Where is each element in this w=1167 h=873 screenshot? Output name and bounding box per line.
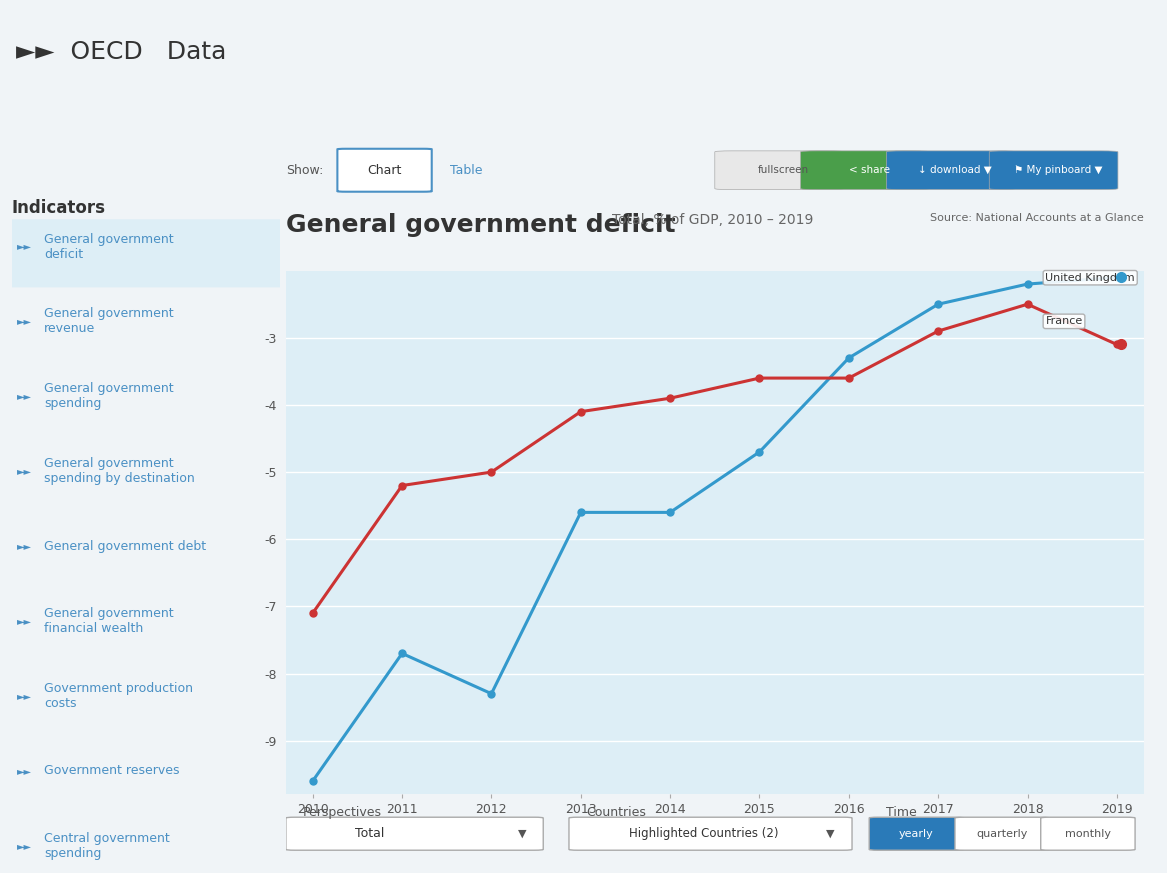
Text: ►►: ►►: [18, 841, 32, 851]
FancyBboxPatch shape: [715, 151, 844, 189]
Text: Highlighted Countries (2): Highlighted Countries (2): [629, 828, 778, 840]
FancyBboxPatch shape: [286, 817, 544, 850]
Text: General government
revenue: General government revenue: [44, 307, 174, 335]
Text: General government deficit: General government deficit: [286, 213, 676, 237]
FancyBboxPatch shape: [990, 151, 1118, 189]
Text: General government
deficit: General government deficit: [44, 232, 174, 260]
Text: Government reserves: Government reserves: [44, 765, 180, 777]
Text: Government production
costs: Government production costs: [44, 682, 193, 710]
Text: Total: Total: [355, 828, 384, 840]
Text: Total, % of GDP, 2010 – 2019: Total, % of GDP, 2010 – 2019: [612, 213, 813, 227]
Text: ►►: ►►: [18, 691, 32, 701]
Text: Chart: Chart: [368, 164, 401, 176]
Text: ►►  OECD   Data: ►► OECD Data: [0, 40, 226, 65]
FancyBboxPatch shape: [955, 817, 1049, 850]
Text: ►►: ►►: [18, 316, 32, 327]
Text: < share: < share: [848, 165, 889, 175]
Text: Source: National Accounts at a Glance: Source: National Accounts at a Glance: [930, 213, 1144, 223]
Text: France: France: [1046, 316, 1083, 327]
Text: ►►: ►►: [18, 541, 32, 551]
Text: ⚑ My pinboard ▼: ⚑ My pinboard ▼: [1014, 165, 1102, 175]
Text: ►►: ►►: [18, 616, 32, 626]
Text: General government
spending by destination: General government spending by destinati…: [44, 457, 195, 485]
FancyBboxPatch shape: [9, 219, 282, 287]
FancyBboxPatch shape: [869, 817, 964, 850]
Text: Show:: Show:: [286, 164, 323, 176]
Text: Indicators: Indicators: [12, 199, 106, 217]
Text: United Kingdom: United Kingdom: [1046, 272, 1135, 283]
Text: Table: Table: [449, 164, 482, 176]
Text: Central government
spending: Central government spending: [44, 832, 169, 860]
FancyBboxPatch shape: [1041, 817, 1135, 850]
Text: Time: Time: [887, 807, 917, 819]
Text: yearly: yearly: [899, 828, 934, 839]
Text: General government
financial wealth: General government financial wealth: [44, 607, 174, 635]
Text: General government debt: General government debt: [44, 540, 207, 553]
Text: ▼: ▼: [826, 828, 834, 839]
Text: Countries: Countries: [586, 807, 647, 819]
Text: ►►: ►►: [18, 766, 32, 776]
FancyBboxPatch shape: [887, 151, 1015, 189]
Text: ►►: ►►: [18, 391, 32, 402]
Text: General government
spending: General government spending: [44, 382, 174, 410]
Text: fullscreen: fullscreen: [757, 165, 809, 175]
Text: ►►: ►►: [18, 466, 32, 477]
Text: monthly: monthly: [1065, 828, 1111, 839]
Text: quarterly: quarterly: [977, 828, 1028, 839]
FancyBboxPatch shape: [801, 151, 929, 189]
Text: Perspectives: Perspectives: [303, 807, 382, 819]
Text: ▼: ▼: [517, 828, 526, 839]
FancyBboxPatch shape: [337, 148, 432, 192]
Text: ►►: ►►: [18, 242, 32, 251]
FancyBboxPatch shape: [569, 817, 852, 850]
Text: ↓ download ▼: ↓ download ▼: [918, 165, 992, 175]
